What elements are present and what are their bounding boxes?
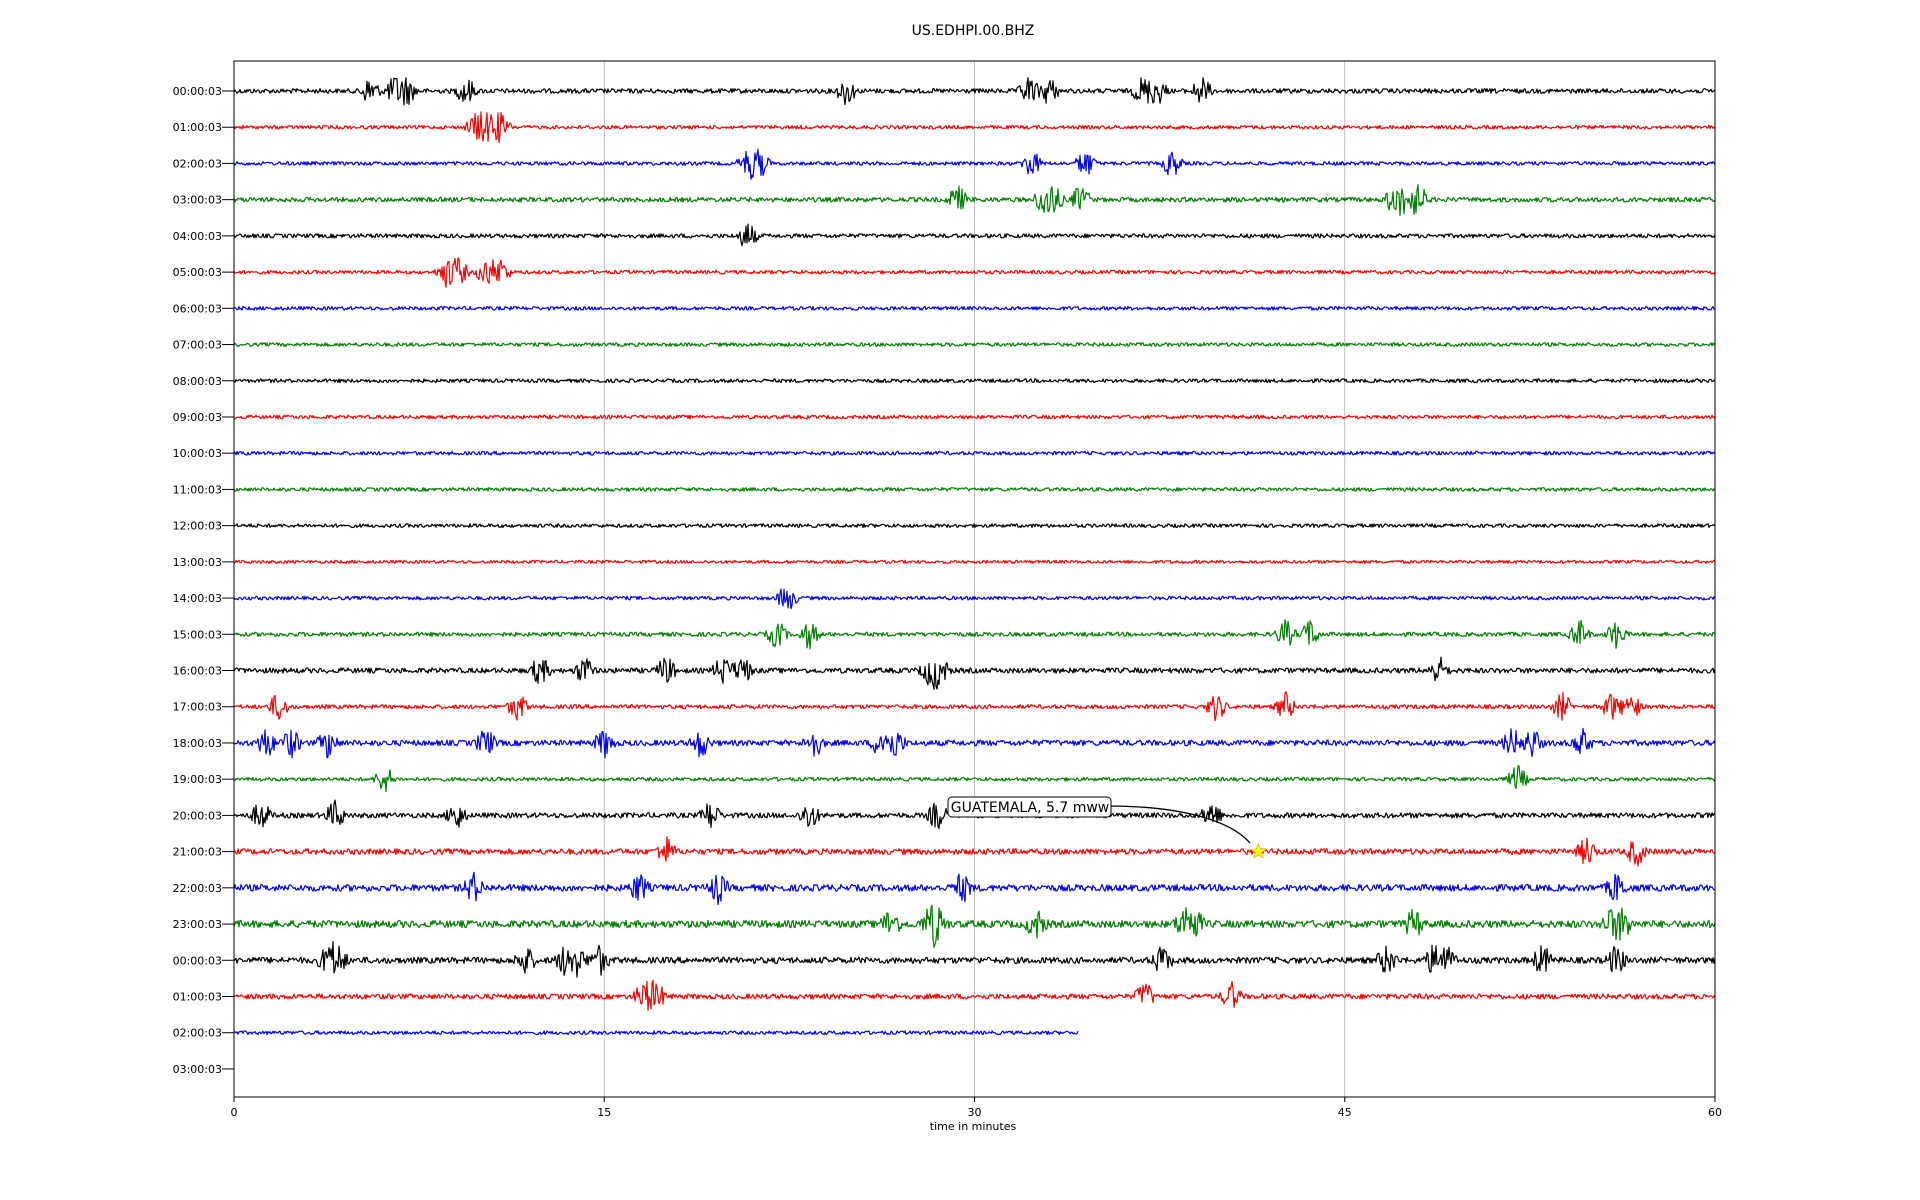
seismic-trace [233, 450, 1716, 456]
seismic-trace [233, 1030, 1079, 1036]
row-time-label: 00:00:03 [173, 954, 222, 967]
row-time-label: 01:00:03 [173, 121, 222, 134]
seismic-trace [233, 691, 1716, 722]
row-time-label: 06:00:03 [173, 302, 222, 315]
row-time-label: 17:00:03 [173, 701, 222, 714]
row-time-label: 22:00:03 [173, 882, 222, 895]
row-time-label: 03:00:03 [173, 194, 222, 207]
grid-lines [603, 61, 1346, 1097]
seismic-trace [233, 77, 1716, 106]
row-time-label: 04:00:03 [173, 230, 222, 243]
x-tick-label: 60 [1708, 1106, 1722, 1119]
x-tick-label: 0 [231, 1106, 238, 1119]
seismic-trace [233, 305, 1716, 311]
row-time-label: 07:00:03 [173, 339, 222, 352]
row-time-label: 12:00:03 [173, 520, 222, 533]
row-time-label: 23:00:03 [173, 918, 222, 931]
row-time-label: 00:00:03 [173, 85, 222, 98]
seismic-trace [233, 111, 1716, 144]
seismic-trace [233, 836, 1716, 867]
seismic-trace [233, 223, 1716, 247]
seismic-trace [233, 523, 1716, 529]
seismic-trace [233, 765, 1716, 793]
row-time-label: 10:00:03 [173, 447, 222, 460]
row-time-label: 02:00:03 [173, 1027, 222, 1040]
row-time-label: 15:00:03 [173, 628, 222, 641]
seismic-trace [233, 979, 1716, 1011]
row-time-label: 13:00:03 [173, 556, 222, 569]
row-time-label: 08:00:03 [173, 375, 222, 388]
seismic-trace [233, 656, 1716, 690]
row-labels: 00:00:03 01:00:03 02:00:03 03:00:03 04:00:03… [173, 85, 234, 1076]
seismic-trace [233, 414, 1716, 420]
annotation-box [947, 796, 1112, 818]
chart-title: US.EDHPI.00.BHZ [912, 23, 1035, 39]
x-tick-label: 30 [968, 1106, 982, 1119]
seismic-trace [233, 871, 1716, 906]
row-time-label: 16:00:03 [173, 665, 222, 678]
seismic-trace [233, 184, 1716, 217]
seismic-trace [233, 588, 1716, 610]
seismic-trace [233, 148, 1716, 180]
annotation-label: GUATEMALA, 5.7 mww [951, 800, 1110, 816]
row-time-label: 21:00:03 [173, 846, 222, 859]
x-axis-ticks: 0 15 30 45 60 [231, 1097, 1722, 1119]
seismic-trace [233, 904, 1716, 948]
event-annotation: GUATEMALA, 5.7 mww [947, 796, 1267, 859]
row-time-label: 05:00:03 [173, 266, 222, 279]
x-tick-label: 15 [597, 1106, 611, 1119]
seismic-trace [233, 257, 1716, 288]
seismic-trace [233, 487, 1716, 492]
seismic-trace [233, 619, 1716, 650]
event-star-marker [1249, 842, 1267, 859]
row-time-label: 09:00:03 [173, 411, 222, 424]
row-time-label: 19:00:03 [173, 773, 222, 786]
row-time-label: 01:00:03 [173, 991, 222, 1004]
annotation-arrow [1107, 805, 1251, 844]
row-time-label: 20:00:03 [173, 809, 222, 822]
x-tick-label: 45 [1338, 1106, 1352, 1119]
row-time-label: 03:00:03 [173, 1063, 222, 1076]
row-time-label: 11:00:03 [173, 483, 222, 496]
seismic-trace [233, 727, 1716, 759]
row-time-label: 14:00:03 [173, 592, 222, 605]
traces [233, 77, 1716, 1036]
row-time-label: 02:00:03 [173, 157, 222, 170]
seismic-trace [233, 940, 1716, 978]
seismic-trace [233, 378, 1716, 384]
seismic-trace [233, 342, 1716, 347]
row-time-label: 18:00:03 [173, 737, 222, 750]
x-axis-label: time in minutes [930, 1120, 1017, 1133]
seismic-trace [233, 559, 1716, 564]
